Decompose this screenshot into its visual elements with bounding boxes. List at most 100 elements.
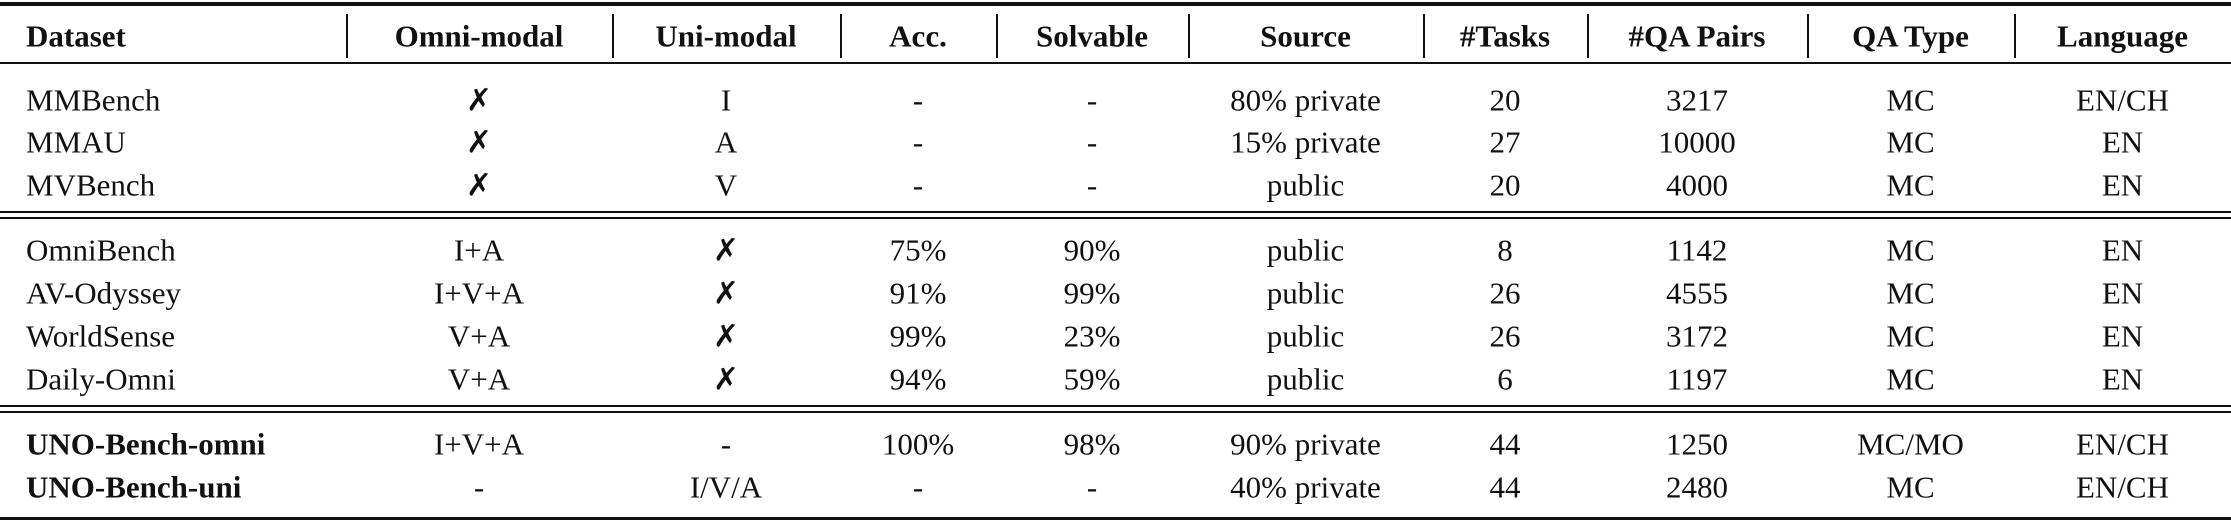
- table-cell: -: [1086, 124, 1098, 160]
- table-rule: [0, 405, 2231, 407]
- header-cell: Omni-modal: [394, 18, 564, 54]
- dataset-name: MVBench: [26, 167, 156, 203]
- table-cell: -: [912, 124, 924, 160]
- table-cell: 2480: [1666, 469, 1728, 505]
- table-cell: I: [720, 82, 732, 118]
- table-cell: -: [1086, 82, 1098, 118]
- table-cell: 10000: [1658, 124, 1736, 160]
- header-cell: Solvable: [1036, 18, 1148, 54]
- table-cell: -: [1086, 167, 1098, 203]
- table-rule: [0, 411, 2231, 413]
- table-cell: EN: [2101, 232, 2144, 268]
- table-cell: 3172: [1666, 318, 1728, 354]
- table-cell: ✗: [713, 361, 739, 397]
- column-separator: [346, 14, 348, 58]
- table-cell: 1197: [1666, 361, 1728, 397]
- column-separator: [1423, 14, 1425, 58]
- table-cell: ✗: [466, 124, 492, 160]
- table-cell: I+A: [453, 232, 505, 268]
- column-separator: [840, 14, 842, 58]
- table-cell: 26: [1489, 318, 1521, 354]
- table-cell: 80% private: [1230, 82, 1381, 118]
- table-cell: 40% private: [1230, 469, 1381, 505]
- table-cell: 20: [1489, 82, 1521, 118]
- column-separator: [1587, 14, 1589, 58]
- header-cell: #Tasks: [1459, 18, 1551, 54]
- table-cell: 15% private: [1230, 124, 1381, 160]
- table-cell: MC: [1886, 275, 1935, 311]
- table-cell: MC/MO: [1857, 426, 1964, 462]
- table-cell: MC: [1886, 469, 1935, 505]
- dataset-name: Daily-Omni: [26, 361, 176, 397]
- table-cell: public: [1266, 275, 1345, 311]
- table-cell: 91%: [889, 275, 947, 311]
- table-cell: 1250: [1666, 426, 1728, 462]
- table-cell: public: [1266, 232, 1345, 268]
- column-separator: [612, 14, 614, 58]
- table-cell: 44: [1489, 469, 1521, 505]
- table-cell: EN: [2101, 275, 2144, 311]
- table-rule: [0, 62, 2231, 64]
- dataset-name: WorldSense: [26, 318, 176, 354]
- table-cell: V+A: [447, 361, 511, 397]
- column-separator: [996, 14, 998, 58]
- table-cell: 90% private: [1230, 426, 1381, 462]
- table-cell: 4000: [1666, 167, 1728, 203]
- table-cell: 90%: [1063, 232, 1121, 268]
- table-cell: I+V+A: [433, 275, 525, 311]
- header-cell: Language: [2057, 18, 2188, 54]
- table-cell: -: [912, 82, 924, 118]
- table-cell: 26: [1489, 275, 1521, 311]
- table-cell: 3217: [1666, 82, 1728, 118]
- table-cell: 20: [1489, 167, 1521, 203]
- dataset-name: UNO-Bench-omni: [26, 426, 266, 462]
- table-cell: public: [1266, 167, 1345, 203]
- table-cell: -: [912, 469, 924, 505]
- table-cell: 99%: [1063, 275, 1121, 311]
- table-cell: -: [720, 426, 732, 462]
- table-rule: [0, 217, 2231, 219]
- table-cell: EN/CH: [2076, 82, 2169, 118]
- table-cell: EN/CH: [2076, 426, 2169, 462]
- table-cell: 4555: [1666, 275, 1728, 311]
- column-separator: [1807, 14, 1809, 58]
- table-cell: EN: [2101, 167, 2144, 203]
- table-cell: 59%: [1063, 361, 1121, 397]
- table-cell: EN: [2101, 361, 2144, 397]
- header-cell: Dataset: [26, 18, 126, 54]
- table-cell: public: [1266, 318, 1345, 354]
- table-cell: EN: [2101, 124, 2144, 160]
- table-cell: public: [1266, 361, 1345, 397]
- table-rule: [0, 2, 2231, 6]
- table-cell: 75%: [889, 232, 947, 268]
- table-cell: EN/CH: [2076, 469, 2169, 505]
- column-separator: [1188, 14, 1190, 58]
- table-cell: 98%: [1063, 426, 1121, 462]
- table-cell: I+V+A: [433, 426, 525, 462]
- table-cell: ✗: [713, 318, 739, 354]
- table-cell: 1142: [1666, 232, 1728, 268]
- table-cell: 27: [1489, 124, 1521, 160]
- table-cell: 44: [1489, 426, 1521, 462]
- table-cell: 23%: [1063, 318, 1121, 354]
- table-cell: 6: [1497, 361, 1513, 397]
- table-cell: MC: [1886, 82, 1935, 118]
- table-cell: I/V/A: [689, 469, 763, 505]
- table-cell: MC: [1886, 318, 1935, 354]
- dataset-name: AV-Odyssey: [26, 275, 182, 311]
- table-rule: [0, 517, 2231, 520]
- table-cell: -: [912, 167, 924, 203]
- table-cell: V: [714, 167, 738, 203]
- table-cell: -: [473, 469, 485, 505]
- table-cell: ✗: [713, 275, 739, 311]
- table-cell: 100%: [881, 426, 955, 462]
- table-cell: MC: [1886, 167, 1935, 203]
- table-cell: 94%: [889, 361, 947, 397]
- header-cell: Acc.: [889, 18, 947, 54]
- table-cell: V+A: [447, 318, 511, 354]
- dataset-name: MMAU: [26, 124, 126, 160]
- table-cell: ✗: [466, 167, 492, 203]
- table-cell: ✗: [713, 232, 739, 268]
- header-cell: QA Type: [1852, 18, 1969, 54]
